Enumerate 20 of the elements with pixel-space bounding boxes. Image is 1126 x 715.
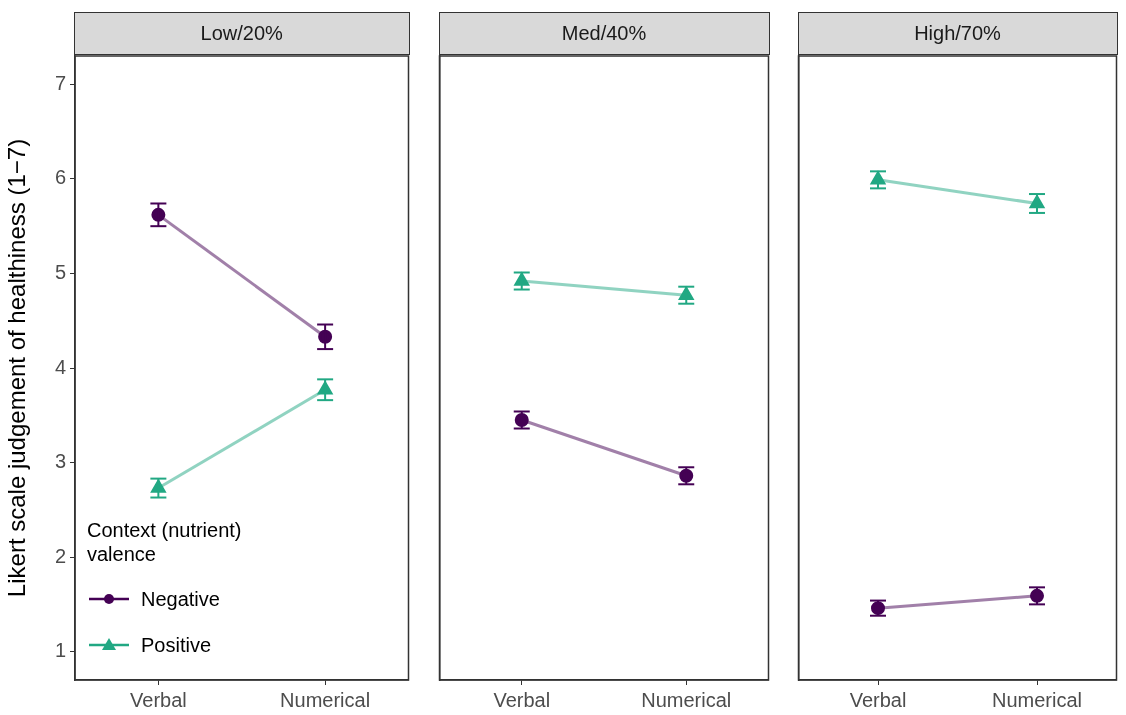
legend-title: Context (nutrient) valence — [87, 518, 243, 566]
chart-title: Low/20% — [74, 12, 410, 55]
chart-title: High/70% — [797, 12, 1118, 55]
y-tick-label: 5 — [54, 260, 66, 283]
y-tick-label: 7 — [54, 71, 66, 94]
y-tick-label: 6 — [54, 166, 66, 189]
y-tick-label: 4 — [54, 355, 66, 378]
x-tick-label: Verbal — [130, 688, 187, 711]
x-tick-label: Verbal — [849, 688, 907, 711]
legend-label: Positive — [141, 633, 212, 657]
x-tick-label: Verbal — [493, 688, 551, 711]
x-tick-label: Numerical — [641, 688, 732, 711]
y-tick-label: 3 — [54, 450, 66, 473]
x-tick-label: Numerical — [280, 688, 371, 711]
legend-label: Negative — [141, 587, 220, 611]
y-tick-label: 2 — [54, 544, 66, 567]
y-tick-label: 1 — [54, 639, 66, 662]
chart-title: Med/40% — [438, 12, 770, 55]
y-axis-title: Likert scale judgement of healthiness (1−7) — [3, 138, 31, 598]
x-tick-label: Numerical — [991, 688, 1083, 711]
